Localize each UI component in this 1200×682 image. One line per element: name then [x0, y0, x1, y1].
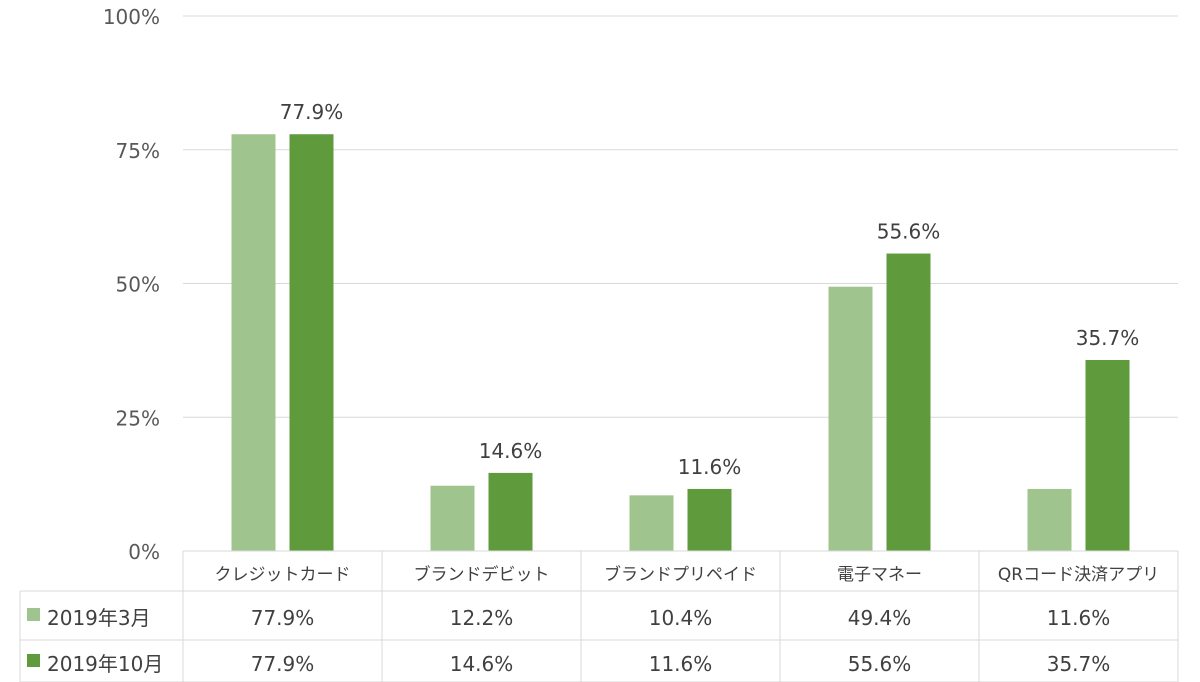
legend-swatch-march — [27, 608, 40, 621]
data-label: 11.6% — [678, 455, 742, 479]
data-label: 14.6% — [479, 439, 543, 463]
legend-swatch-october — [27, 654, 40, 667]
table-cell: 10.4% — [649, 606, 713, 630]
table-cell: 11.6% — [1047, 606, 1111, 630]
y-tick-label: 25% — [116, 406, 160, 430]
legend-label: 2019年3月 — [47, 606, 151, 630]
data-label: 55.6% — [877, 220, 941, 244]
table-cell: 77.9% — [251, 652, 315, 676]
category-label: ブランドプリペイド — [604, 564, 757, 585]
category-label: クレジットカード — [215, 565, 351, 585]
category-label: QRコード決済アプリ — [998, 565, 1159, 585]
category-label: 電子マネー — [837, 565, 922, 585]
table-cell: 35.7% — [1047, 652, 1111, 676]
table-cell: 55.6% — [848, 652, 912, 676]
category-label: ブランドデビット — [414, 564, 550, 585]
bar-march-1 — [430, 485, 475, 551]
bar-march-3 — [828, 286, 873, 551]
bar-october-3 — [886, 253, 931, 552]
bar-october-1 — [488, 472, 533, 551]
data-label: 77.9% — [280, 100, 344, 124]
y-tick-label: 50% — [116, 273, 160, 297]
table-cell: 14.6% — [450, 652, 514, 676]
y-tick-label: 75% — [116, 139, 160, 163]
data-label: 35.7% — [1076, 326, 1140, 350]
y-tick-label: 100% — [103, 5, 160, 29]
table-cell: 77.9% — [251, 606, 315, 630]
bar-march-4 — [1027, 488, 1072, 551]
bar-october-4 — [1085, 360, 1130, 551]
table-cell: 12.2% — [450, 606, 514, 630]
legend-label: 2019年10月 — [47, 652, 163, 676]
bar-october-2 — [687, 488, 732, 551]
bar-october-0 — [289, 134, 334, 552]
bar-march-0 — [231, 134, 276, 552]
table-cell: 11.6% — [649, 652, 713, 676]
y-tick-label: 0% — [128, 540, 160, 564]
bar-march-2 — [629, 495, 674, 551]
table-cell: 49.4% — [848, 606, 912, 630]
